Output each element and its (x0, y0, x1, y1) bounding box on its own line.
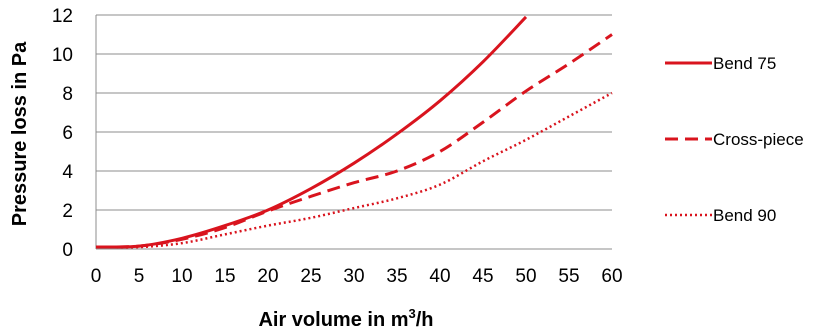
y-tick-label: 6 (62, 123, 73, 144)
y-tick-label: 10 (52, 45, 73, 66)
series-line-1 (95, 33, 613, 249)
y-tick-label: 8 (62, 84, 73, 105)
x-tick-label: 55 (558, 266, 579, 287)
y-tick-label: 12 (52, 6, 73, 27)
x-tick-label: 25 (300, 266, 321, 287)
x-axis-title-main: Air volume in m (258, 309, 408, 331)
tick-layer: 0 2 4 6 8 10 12 0 5 10 15 20 25 30 35 40 45 50 55 60 (52, 6, 623, 287)
legend-label-0: Bend 75 (713, 54, 776, 73)
legend-label-2: Bend 90 (713, 206, 776, 225)
legend-label-1: Cross-piece (713, 130, 804, 149)
x-axis-title-sup: 3 (409, 306, 416, 321)
series-layer (95, 15, 613, 249)
legend: Bend 75 Cross-piece Bend 90 (665, 54, 804, 225)
x-axis-title-suffix: /h (416, 309, 434, 331)
series-line-0 (95, 15, 528, 249)
x-tick-label: 0 (91, 266, 102, 287)
x-tick-label: 50 (515, 266, 536, 287)
x-tick-label: 60 (601, 266, 622, 287)
y-tick-label: 0 (62, 240, 73, 261)
y-tick-label: 4 (62, 162, 73, 183)
y-axis-title: Pressure loss in Pa (9, 41, 31, 226)
x-tick-label: 35 (386, 266, 407, 287)
x-tick-label: 10 (171, 266, 192, 287)
series-line-2 (95, 91, 613, 249)
x-tick-label: 30 (343, 266, 364, 287)
x-tick-label: 15 (214, 266, 235, 287)
x-tick-label: 45 (472, 266, 493, 287)
x-tick-label: 20 (257, 266, 278, 287)
x-axis-title: Air volume in m3/h (258, 306, 433, 331)
y-tick-label: 2 (62, 201, 73, 222)
x-tick-label: 40 (429, 266, 450, 287)
grid-layer (95, 14, 612, 250)
x-tick-label: 5 (134, 266, 145, 287)
